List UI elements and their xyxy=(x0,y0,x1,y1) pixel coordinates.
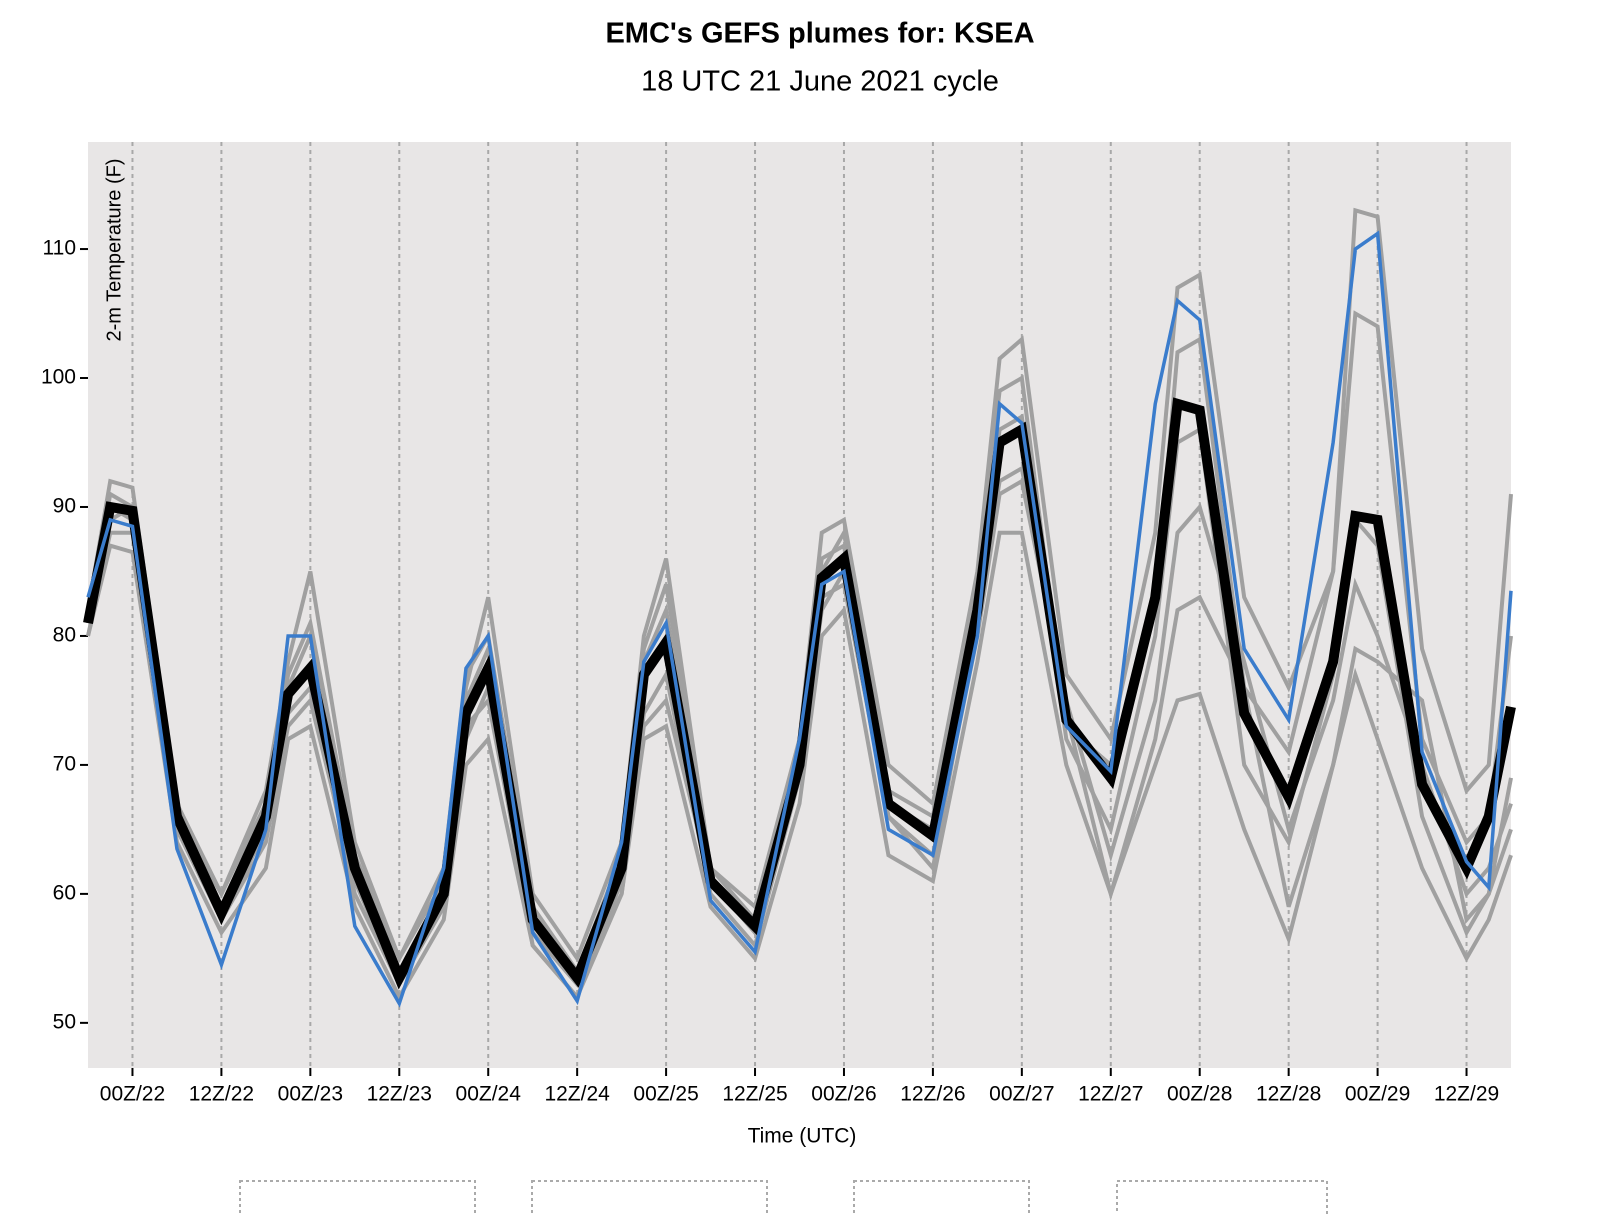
chart-title: EMC's GEFS plumes for: KSEA xyxy=(605,18,1034,50)
y-tick-label: 60 xyxy=(53,881,76,904)
x-tick-label: 00Z/27 xyxy=(989,1083,1054,1106)
x-tick-label: 00Z/26 xyxy=(811,1083,876,1106)
y-tick-label: 90 xyxy=(53,495,76,518)
legend-box xyxy=(239,1180,476,1219)
legend-box xyxy=(1116,1180,1328,1219)
y-tick-label: 110 xyxy=(43,237,76,260)
x-tick-label: 12Z/23 xyxy=(367,1083,432,1106)
series-line xyxy=(86,230,1513,1008)
legend-boxes xyxy=(239,1180,1328,1219)
y-tick-label: 70 xyxy=(53,752,76,775)
x-tick-label: 00Z/23 xyxy=(278,1083,343,1106)
x-tick-label: 00Z/24 xyxy=(456,1083,522,1106)
x-tick-label: 12Z/26 xyxy=(900,1083,965,1106)
x-tick-label: 12Z/27 xyxy=(1078,1083,1143,1106)
chart-subtitle: 18 UTC 21 June 2021 cycle xyxy=(641,66,999,98)
y-tick-label: 80 xyxy=(53,623,76,646)
x-tick-label: 00Z/28 xyxy=(1167,1083,1232,1106)
x-tick-label: 12Z/28 xyxy=(1256,1083,1321,1106)
series-line xyxy=(86,530,1513,1002)
y-tick-label: 50 xyxy=(53,1010,76,1033)
y-tick-label: 100 xyxy=(41,366,76,389)
y-axis-label: 2-m Temperature (F) xyxy=(103,158,125,341)
x-tick-label: 12Z/24 xyxy=(544,1083,610,1106)
plot-area xyxy=(88,142,1511,1068)
x-tick-label: 12Z/22 xyxy=(189,1083,254,1106)
x-tick-label: 00Z/29 xyxy=(1345,1083,1410,1106)
legend-box xyxy=(853,1180,1030,1219)
x-tick-label: 12Z/29 xyxy=(1434,1083,1499,1106)
x-tick-label: 12Z/25 xyxy=(722,1083,787,1106)
x-tick-label: 00Z/25 xyxy=(633,1083,698,1106)
x-axis-label: Time (UTC) xyxy=(748,1125,857,1148)
legend-box xyxy=(531,1180,768,1219)
x-tick-label: 00Z/22 xyxy=(100,1083,165,1106)
